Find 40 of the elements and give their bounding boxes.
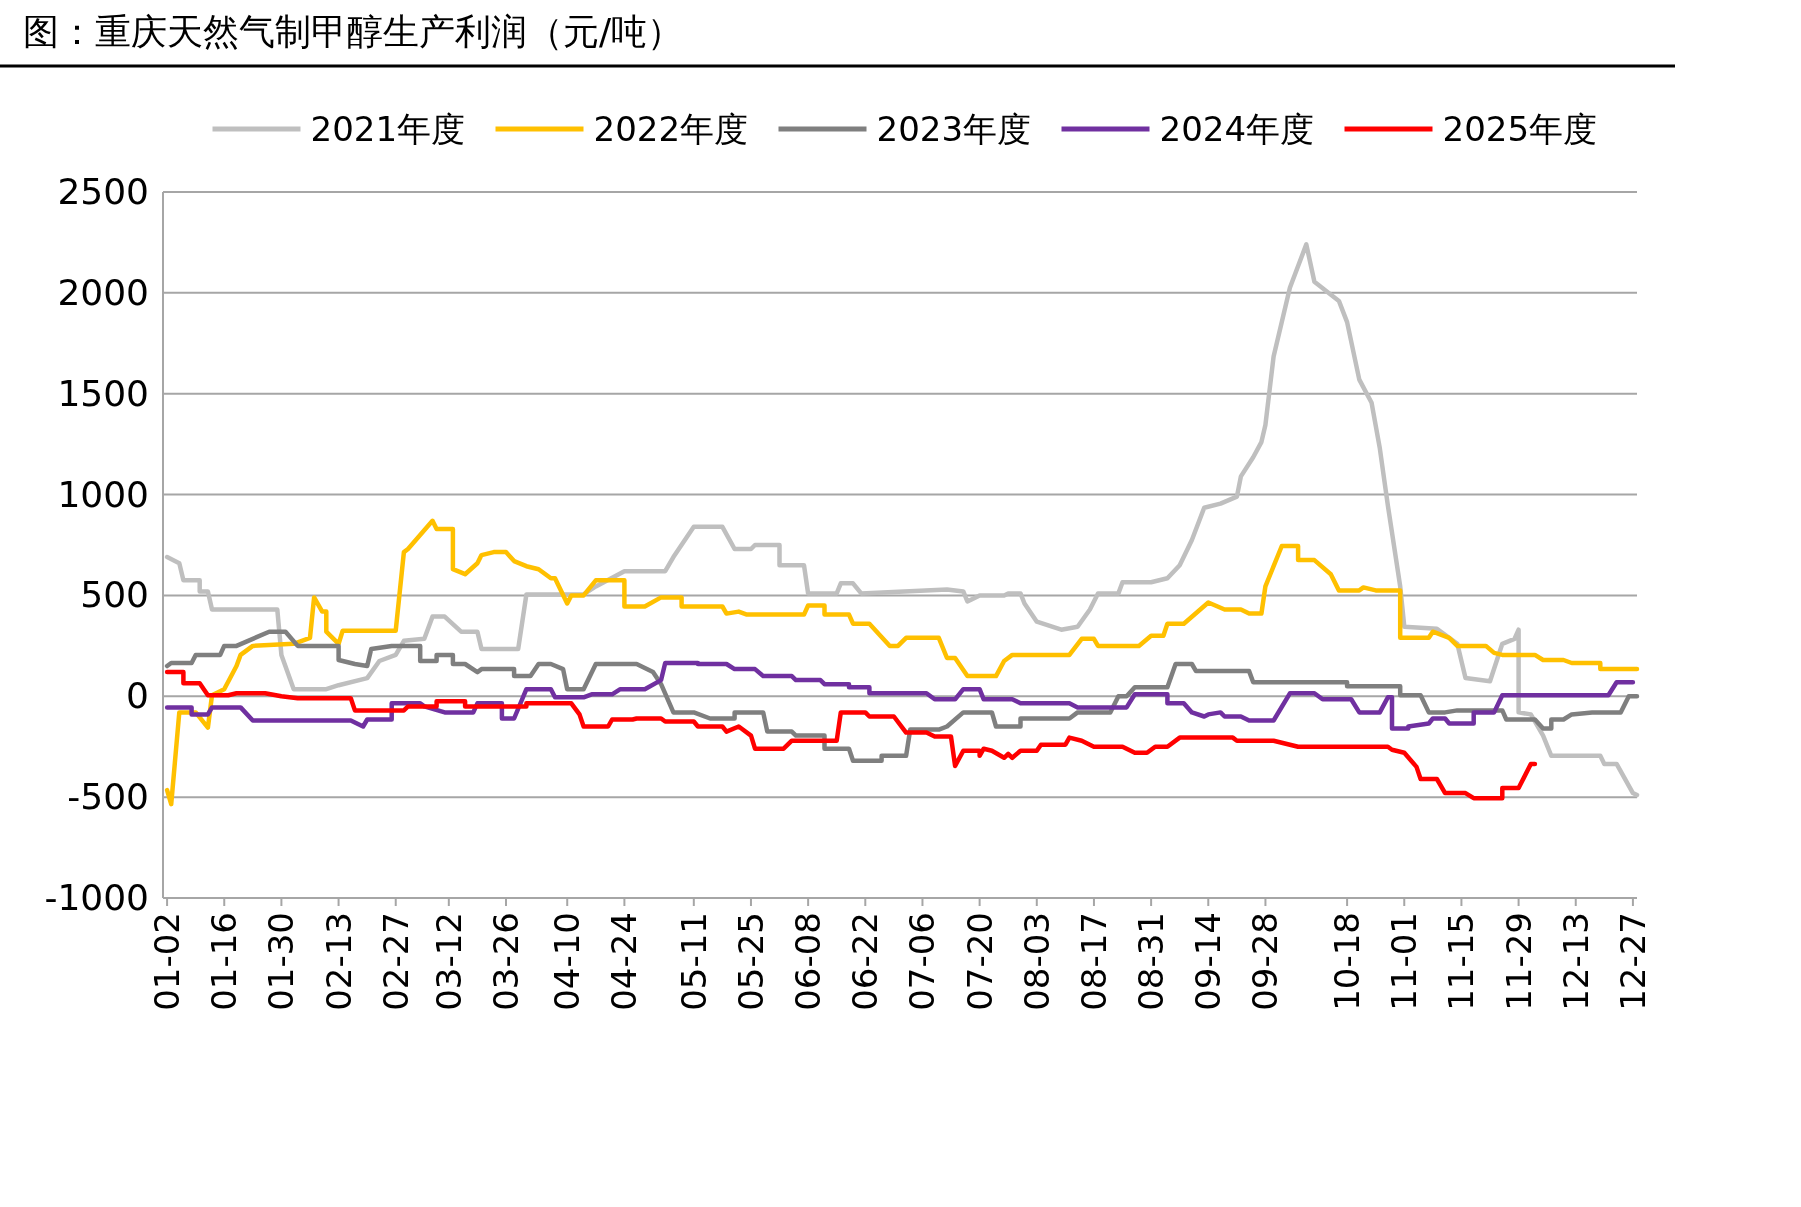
x-tick-label: 10-18 xyxy=(1327,912,1368,1011)
y-tick-label: 2000 xyxy=(57,271,149,313)
legend-label: 2025年度 xyxy=(1442,109,1598,149)
legend-label: 2021年度 xyxy=(310,109,466,149)
x-tick-label: 12-13 xyxy=(1555,912,1596,1011)
legend-label: 2024年度 xyxy=(1159,109,1315,149)
x-tick-label: 04-24 xyxy=(604,912,645,1011)
x-tick-label: 06-22 xyxy=(845,912,886,1011)
x-tick-label: 12-27 xyxy=(1612,912,1653,1011)
x-tick-label: 08-03 xyxy=(1016,912,1057,1011)
y-tick-label: 1000 xyxy=(57,473,149,515)
y-tick-label: 0 xyxy=(126,675,149,717)
x-tick-label: 03-26 xyxy=(485,912,526,1011)
x-tick-label: 02-27 xyxy=(375,912,416,1011)
x-tick-label: 05-11 xyxy=(673,912,714,1011)
y-tick-label: 1500 xyxy=(57,372,149,414)
x-tick-label: 09-28 xyxy=(1245,912,1286,1011)
y-tick-label: 2500 xyxy=(57,171,149,212)
chart-title: 图：重庆天然气制甲醇生产利润（元/吨） xyxy=(23,11,684,52)
x-tick-label: 04-10 xyxy=(547,912,588,1011)
x-tick-label: 07-20 xyxy=(959,912,1000,1011)
y-tick-label: -500 xyxy=(67,776,149,818)
x-tick-label: 07-06 xyxy=(902,912,943,1011)
y-tick-label: 500 xyxy=(80,574,149,616)
legend-label: 2022年度 xyxy=(593,109,749,149)
x-tick-label: 06-08 xyxy=(788,912,829,1011)
x-tick-label: 01-30 xyxy=(261,912,302,1011)
legend-label: 2023年度 xyxy=(876,109,1032,149)
x-tick-label: 02-13 xyxy=(318,912,359,1011)
x-tick-label: 11-15 xyxy=(1441,912,1482,1011)
x-tick-label: 03-12 xyxy=(428,912,469,1011)
x-tick-label: 05-25 xyxy=(730,912,771,1011)
y-tick-label: -1000 xyxy=(44,877,149,918)
x-tick-label: 09-14 xyxy=(1188,912,1229,1011)
x-tick-label: 08-31 xyxy=(1131,912,1172,1011)
x-tick-label: 08-17 xyxy=(1073,912,1114,1011)
x-tick-label: 01-16 xyxy=(204,912,245,1011)
x-tick-label: 11-29 xyxy=(1498,912,1539,1011)
x-tick-label: 01-02 xyxy=(147,912,188,1011)
x-tick-label: 11-01 xyxy=(1384,912,1425,1011)
